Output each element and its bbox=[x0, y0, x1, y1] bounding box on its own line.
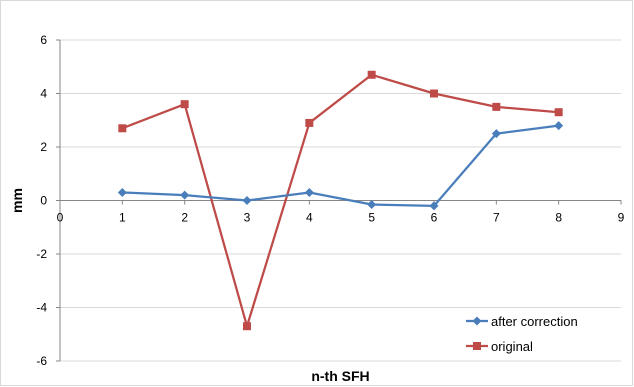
legend: after correction original bbox=[466, 314, 578, 354]
data-point-after-correction bbox=[180, 190, 190, 200]
x-tick-labels: 0 1 2 3 4 5 6 7 8 9 bbox=[57, 211, 625, 225]
data-point-original bbox=[243, 322, 251, 331]
data-point-original bbox=[305, 118, 314, 127]
legend-item-original: original bbox=[466, 339, 533, 354]
data-point-original bbox=[180, 100, 189, 109]
y-tick-label: 0 bbox=[40, 194, 47, 208]
y-tick-label: -6 bbox=[36, 354, 47, 368]
x-tick-label: 7 bbox=[493, 211, 500, 225]
series-line-original bbox=[121, 73, 559, 328]
x-tick-label: 0 bbox=[57, 211, 64, 225]
x-tick-label: 5 bbox=[368, 211, 375, 225]
data-point-original bbox=[430, 89, 438, 98]
gridlines bbox=[60, 39, 621, 362]
legend-label-original: original bbox=[491, 339, 533, 354]
x-tick-label: 1 bbox=[119, 211, 126, 225]
axes bbox=[56, 39, 622, 362]
x-tick-label: 6 bbox=[431, 211, 438, 225]
data-point-after-correction bbox=[242, 196, 252, 205]
x-tick-label: 3 bbox=[244, 211, 251, 225]
legend-marker-original bbox=[473, 342, 481, 350]
data-point-original bbox=[492, 102, 501, 111]
data-point-after-correction bbox=[491, 129, 501, 139]
series-original bbox=[118, 70, 563, 331]
y-tick-label: 2 bbox=[40, 140, 47, 154]
legend-label-after-correction: after correction bbox=[491, 314, 578, 329]
y-tick-label: 4 bbox=[40, 87, 47, 101]
x-axis-title: n-th SFH bbox=[311, 368, 369, 384]
legend-item-after-correction: after correction bbox=[466, 314, 578, 329]
y-tick-label: -2 bbox=[36, 247, 47, 261]
series-after-correction bbox=[117, 121, 564, 211]
data-point-original bbox=[367, 70, 376, 79]
y-tick-label: -4 bbox=[36, 301, 47, 315]
data-point-original bbox=[554, 108, 563, 117]
series-layer bbox=[117, 70, 564, 331]
x-tick-label: 4 bbox=[306, 211, 313, 225]
y-tick-label: 6 bbox=[40, 33, 47, 47]
data-point-after-correction bbox=[117, 187, 127, 197]
x-tick-label: 8 bbox=[555, 211, 562, 225]
data-point-after-correction bbox=[304, 187, 314, 197]
x-tick-label: 2 bbox=[181, 211, 188, 225]
legend-marker-after-correction bbox=[472, 316, 482, 326]
data-point-after-correction bbox=[429, 201, 439, 211]
series-line-after-correction bbox=[122, 124, 559, 207]
data-point-after-correction bbox=[367, 200, 377, 210]
data-point-original bbox=[118, 124, 127, 133]
y-tick-labels: -6 -4 -2 0 2 4 6 bbox=[36, 33, 47, 368]
x-tick-label: 9 bbox=[618, 211, 625, 225]
data-point-after-correction bbox=[554, 121, 564, 131]
y-axis-title: mm bbox=[9, 188, 25, 213]
